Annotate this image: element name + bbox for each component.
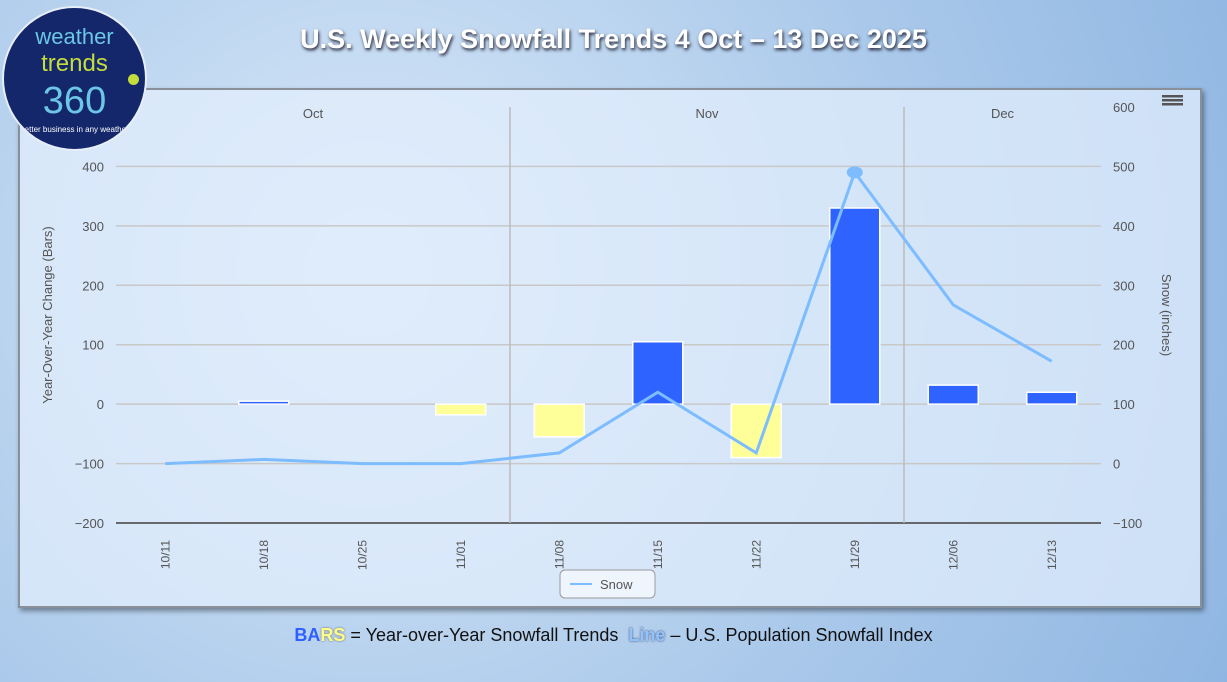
x-tick-label: 12/06 [946,540,960,570]
y2-tick-label: 0 [1113,457,1120,472]
caption-text: = Year-over-Year Snowfall Trends [345,625,629,645]
y2-tick-label: 500 [1113,159,1135,174]
month-label: Oct [303,106,324,121]
bar [533,403,585,438]
y-tick-label: −100 [75,457,104,472]
y-axis-title: Year-Over-Year Change (Bars) [40,226,55,404]
snow-line [165,169,1053,466]
caption-bars: RS [320,625,346,645]
month-label: Nov [695,106,719,121]
y-tick-label: −200 [75,516,104,531]
y2-axis-title: Snow (inches) [1159,274,1174,356]
logo-text: trends [41,50,108,77]
bar [632,340,684,405]
bar [1026,391,1078,405]
weathertrends360-logo: weather trends 360 better business in an… [2,6,147,151]
x-tick-label: 11/15 [651,540,665,569]
x-tick-label: 11/29 [848,540,862,569]
y-tick-label: 200 [82,278,104,293]
x-tick-label: 10/11 [158,540,172,569]
legend-box [559,569,656,599]
hamburger-icon[interactable] [1162,95,1183,106]
bar [829,207,881,405]
caption: BARS = Year-over-Year Snowfall Trends Li… [0,625,1227,646]
y2-tick-label: 400 [1113,219,1135,234]
y-tick-label: 400 [82,159,104,174]
bar [927,384,979,405]
logo-text: weather [35,24,114,49]
y-tick-label: 100 [82,338,104,353]
y2-tick-label: 100 [1113,397,1135,412]
y2-tick-label: 200 [1113,338,1135,353]
chart-panel [18,88,1202,608]
x-tick-label: 11/08 [552,540,566,569]
chart-title: U.S. Weekly Snowfall Trends 4 Oct – 13 D… [300,24,927,54]
caption-bars: BA [294,625,321,645]
logo-text: 360 [42,80,107,122]
x-tick-label: 11/01 [454,540,468,569]
x-tick-label: 11/22 [749,540,763,569]
y-tick-label: 0 [97,397,104,412]
bar [435,403,487,416]
x-tick-label: 10/18 [257,540,271,570]
logo-dot [128,74,139,85]
y2-tick-label: −100 [1113,516,1142,531]
caption-line: Line [628,625,666,645]
caption-text: – U.S. Population Snowfall Index [665,625,933,645]
line-marker [846,166,863,179]
legend-label: Snow [600,577,633,592]
bar [238,400,290,405]
y-tick-label: 300 [82,219,104,234]
y2-tick-label: 600 [1113,100,1135,115]
logo-tagline: better business in any weather [20,125,129,134]
y2-tick-label: 300 [1113,278,1135,293]
x-tick-label: 12/13 [1045,540,1059,570]
month-label: Dec [991,106,1015,121]
x-tick-label: 10/25 [355,540,369,570]
